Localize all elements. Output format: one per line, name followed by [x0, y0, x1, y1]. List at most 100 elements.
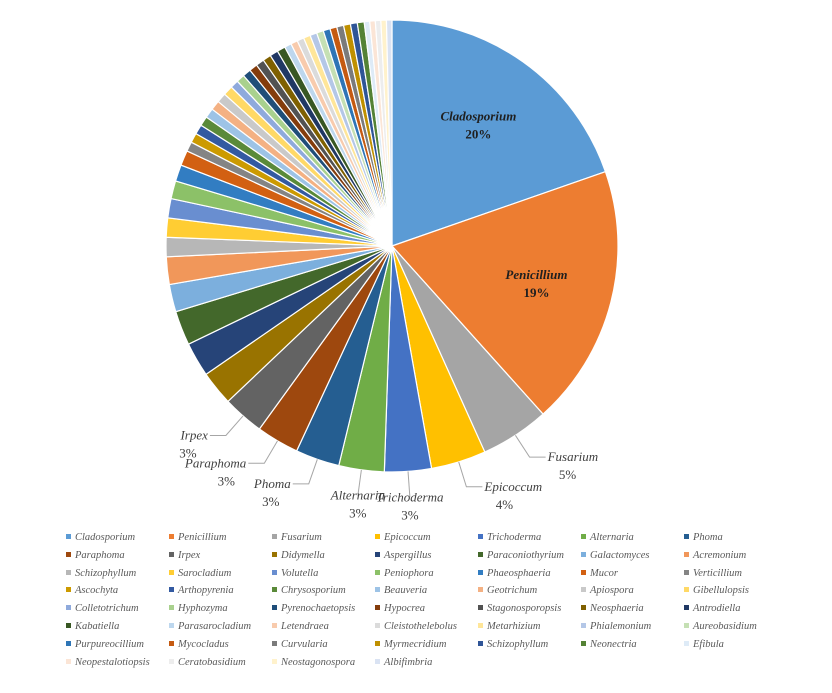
legend-label: Phialemonium: [590, 621, 652, 632]
legend-swatch: [66, 569, 71, 575]
legend-label: Mucor: [590, 567, 618, 579]
legend-item-geotrichum-25: Geotrichum: [478, 585, 537, 597]
legend-label: Aureobasidium: [693, 621, 757, 632]
legend-item-chrysosporium-23: Chrysosporium: [272, 585, 346, 597]
legend-swatch: [66, 551, 71, 557]
legend-label: Efibula: [693, 638, 724, 650]
leader-irpex: [209, 415, 244, 436]
value-epicoccum: 4%: [496, 497, 514, 512]
legend-swatch: [684, 551, 689, 557]
legend-swatch: [581, 640, 586, 646]
legend-swatch: [272, 658, 277, 664]
legend-label: Metarhizium: [487, 621, 541, 632]
legend-item-letendraea-37: Letendraea: [272, 621, 329, 633]
legend-item-purpureocillium-42: Purpureocillium: [66, 639, 144, 651]
legend-item-penicillium-1: Penicillium: [169, 532, 226, 544]
value-cladosporium: 20%: [465, 126, 491, 141]
label-epicoccum: Epicoccum: [483, 479, 542, 494]
legend-swatch: [581, 605, 586, 611]
legend-swatch: [581, 587, 586, 593]
label-trichoderma: Trichoderma: [376, 489, 444, 504]
legend-label: Verticillium: [693, 567, 742, 579]
legend-label: Ceratobasidium: [178, 656, 246, 668]
legend-item-phoma-6: Phoma: [684, 532, 723, 544]
legend-swatch: [169, 605, 174, 611]
legend-label: Volutella: [281, 567, 319, 579]
legend-item-phaeosphaeria-18: Phaeosphaeria: [478, 568, 551, 580]
legend-item-curvularia-44: Curvularia: [272, 639, 328, 651]
legend-label: Didymella: [281, 549, 325, 561]
legend-swatch: [581, 623, 586, 629]
legend-label: Colletotrichum: [75, 603, 139, 615]
legend-label: Myrmecridium: [384, 638, 447, 650]
legend-swatch: [375, 534, 380, 540]
legend-label: Schizophyllum: [75, 567, 137, 579]
legend-item-parasarocladium-36: Parasarocladium: [169, 621, 251, 633]
legend-swatch: [272, 640, 277, 646]
legend-swatch: [684, 623, 689, 629]
legend-swatch: [66, 640, 71, 646]
label-paraphoma: Paraphoma: [184, 455, 247, 470]
legend-swatch: [478, 534, 483, 540]
legend-swatch: [478, 569, 483, 575]
legend-swatch: [272, 587, 277, 593]
legend-label: Cladosporium: [75, 532, 136, 543]
legend-label: Curvularia: [281, 638, 328, 650]
leader-fusarium: [514, 435, 546, 458]
legend-label: Sarocladium: [178, 567, 232, 579]
legend-swatch: [272, 569, 277, 575]
legend-swatch: [169, 623, 174, 629]
legend-item-efibula-48: Efibula: [684, 639, 724, 651]
legend-label: Fusarium: [281, 532, 322, 543]
legend-label: Albifimbria: [384, 656, 433, 668]
value-phoma: 3%: [262, 494, 280, 509]
legend-label: Galactomyces: [590, 549, 650, 561]
legend-label: Antrodiella: [693, 603, 741, 615]
legend-item-schizophyllum-14: Schizophyllum: [66, 568, 136, 580]
legend-label: Irpex: [178, 549, 201, 561]
legend-swatch: [272, 551, 277, 557]
legend-item-phialemonium-40: Phialemonium: [581, 621, 651, 633]
legend-swatch: [169, 569, 174, 575]
legend-item-sarocladium-15: Sarocladium: [169, 568, 231, 580]
legend-item-epicoccum-3: Epicoccum: [375, 532, 431, 544]
legend-label: Phaeosphaeria: [487, 567, 551, 579]
legend-item-albifimbria-52: Albifimbria: [375, 657, 432, 669]
legend-swatch: [66, 534, 71, 540]
legend-item-mucor-19: Mucor: [581, 568, 618, 580]
legend-item-peniophora-17: Peniophora: [375, 568, 434, 580]
legend-item-neopestalotiopsis-49: Neopestalotiopsis: [66, 657, 150, 669]
value-penicillium: 19%: [523, 285, 549, 300]
leader-phoma: [292, 459, 318, 485]
value-fusarium: 5%: [559, 467, 577, 482]
legend-item-schizophyllum-46: Schizophyllum: [478, 639, 548, 651]
legend-label: Apiospora: [590, 585, 634, 597]
legend-swatch: [66, 658, 71, 664]
legend-swatch: [169, 658, 174, 664]
legend-label: Kabatiella: [75, 621, 120, 632]
legend-item-cleistothelebolus-38: Cleistothelebolus: [375, 621, 457, 633]
legend-item-myrmecridium-45: Myrmecridium: [375, 639, 446, 651]
label-alternaria: Alternaria: [330, 488, 386, 503]
legend-item-ascochyta-21: Ascochyta: [66, 585, 118, 597]
legend-label: Epicoccum: [384, 532, 431, 543]
legend-swatch: [169, 640, 174, 646]
legend-swatch: [375, 658, 380, 664]
legend-swatch: [684, 587, 689, 593]
legend-item-ceratobasidium-50: Ceratobasidium: [169, 657, 246, 669]
label-cladosporium: Cladosporium: [440, 108, 516, 123]
label-irpex: Irpex: [179, 427, 208, 442]
legend-item-beauveria-24: Beauveria: [375, 585, 427, 597]
legend-item-cladosporium-0: Cladosporium: [66, 532, 135, 544]
legend-label: Ascochyta: [75, 585, 119, 597]
legend-swatch: [375, 640, 380, 646]
value-alternaria: 3%: [349, 506, 367, 521]
legend-swatch: [375, 569, 380, 575]
legend-label: Purpureocillium: [75, 638, 145, 650]
leader-trichoderma: [407, 471, 411, 498]
legend-swatch: [66, 623, 71, 629]
legend-item-aureobasidium-41: Aureobasidium: [684, 621, 757, 633]
legend-label: Neostagonospora: [281, 656, 356, 668]
legend-label: Cleistothelebolus: [384, 621, 457, 632]
legend-swatch: [169, 587, 174, 593]
